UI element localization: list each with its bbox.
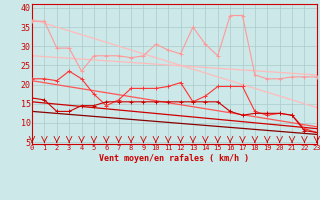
X-axis label: Vent moyen/en rafales ( km/h ): Vent moyen/en rafales ( km/h ) (100, 154, 249, 163)
